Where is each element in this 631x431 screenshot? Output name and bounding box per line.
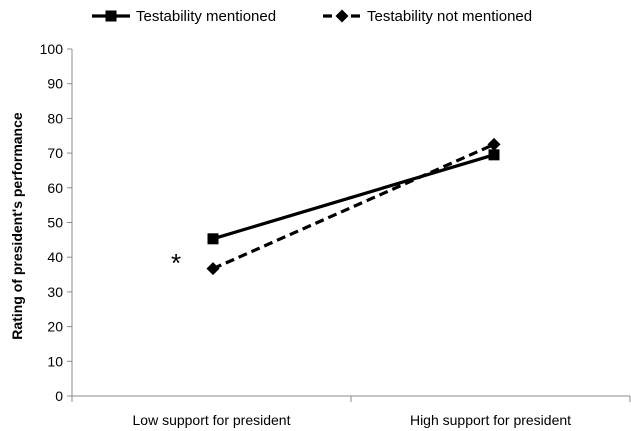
series-line-2: [212, 142, 495, 271]
y-axis: 0 10 20 30 40 50 60 70 80 90 100: [40, 41, 73, 404]
series-layer: [206, 137, 501, 276]
legend-marker-2: [335, 9, 349, 23]
data-point-2-1: [206, 262, 220, 276]
y-tick-label: 100: [40, 41, 64, 57]
annotation-layer: *: [171, 248, 181, 278]
data-point-2-2: [487, 137, 501, 151]
significance-asterisk: *: [171, 248, 181, 278]
y-tick-label: 60: [47, 180, 63, 196]
y-tick-label: 70: [47, 145, 63, 161]
legend-label-1: Testability mentioned: [136, 8, 276, 25]
x-tick-label: High support for president: [410, 412, 571, 428]
y-tick-label: 0: [55, 388, 63, 404]
x-axis: Low support for president High support fo…: [71, 395, 631, 428]
series-line-1: [212, 153, 495, 241]
legend-label-2: Testability not mentioned: [367, 8, 532, 25]
data-point-1-2: [488, 149, 500, 161]
x-tick-label: Low support for president: [133, 412, 291, 428]
legend-marker-1: [105, 10, 117, 22]
y-tick-label: 50: [47, 215, 63, 231]
y-tick-label: 30: [47, 284, 63, 300]
y-tick-label: 40: [47, 249, 63, 265]
y-tick-label: 90: [47, 76, 63, 92]
data-point-1-1: [207, 233, 219, 245]
legend: Testability mentioned Testability not men…: [92, 8, 532, 25]
y-tick-label: 80: [47, 110, 63, 126]
y-axis-title: Rating of president's performance: [9, 112, 25, 340]
y-tick-label: 20: [47, 319, 63, 335]
y-tick-label: 10: [47, 353, 63, 369]
